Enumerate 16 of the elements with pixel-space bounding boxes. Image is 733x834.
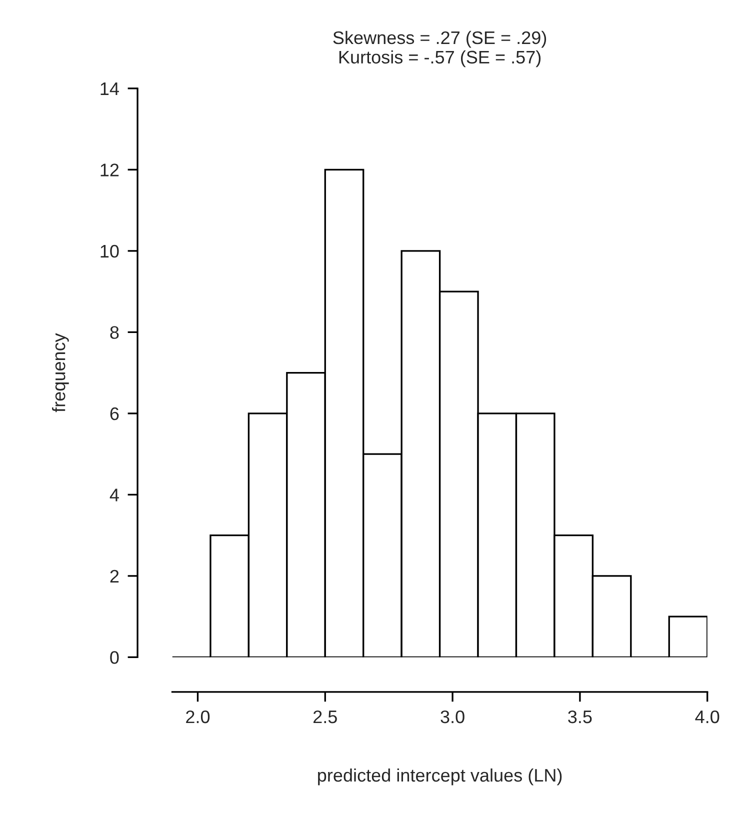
y-tick-label: 0 xyxy=(110,651,119,664)
y-tick-label: 2 xyxy=(110,570,119,582)
x-tick-label: 4.0 xyxy=(695,710,720,724)
x-tick-label: 2.5 xyxy=(314,710,337,724)
y-tick-label: 6 xyxy=(110,407,119,420)
y-tick-label: 10 xyxy=(100,244,119,258)
x-tick-label: 3.0 xyxy=(440,710,464,724)
y-tick-label: 4 xyxy=(110,488,119,502)
y-tick-label: 14 xyxy=(100,82,119,95)
y-tick-label: 12 xyxy=(100,164,119,176)
x-tick-label: 2.0 xyxy=(186,710,210,724)
chart-title: Skewness = .27 (SE = .29) Kurtosis = -.57 (SE = .57) xyxy=(333,30,546,68)
x-tick-label: 3.5 xyxy=(568,710,592,724)
x-axis-title: predicted intercept values (LN) xyxy=(318,768,562,786)
y-axis-title: frequency xyxy=(52,333,69,412)
y-tick-label: 8 xyxy=(110,326,119,339)
